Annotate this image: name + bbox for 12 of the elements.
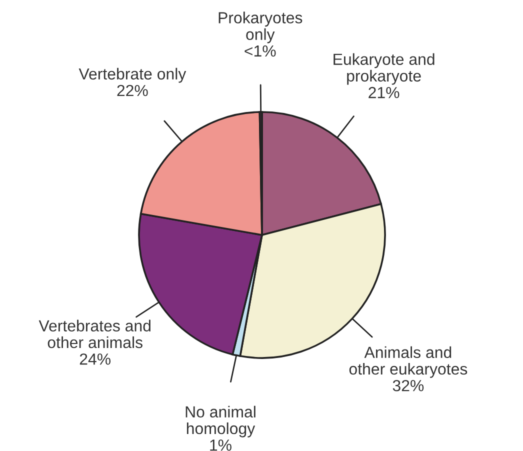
data-label: 1% (210, 440, 232, 451)
slice-label: No animal homology (186, 406, 256, 438)
data-label: 22% (117, 84, 148, 96)
data-label: <1% (244, 45, 276, 57)
data-label: 21% (368, 86, 400, 98)
slice-label: Vertebrate only (78, 68, 186, 83)
slice-label: Eukaryote and prokaryote (334, 53, 434, 85)
slice-label: Animals and other eukaryotes (349, 346, 468, 378)
slice-label: Prokaryotes only (218, 12, 302, 44)
data-label: 24% (80, 353, 111, 365)
slice-label: Vertebrates and other animals (38, 320, 150, 348)
data-label: 32% (392, 380, 424, 392)
